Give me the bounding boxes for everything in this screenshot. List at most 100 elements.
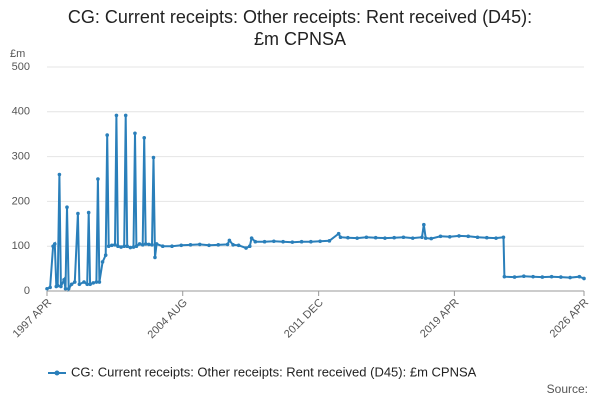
point: [559, 275, 563, 279]
point: [582, 276, 586, 281]
point: [110, 243, 114, 248]
point: [253, 239, 258, 244]
point: [62, 278, 66, 282]
point: [338, 235, 343, 240]
point: [457, 234, 461, 238]
point: [105, 133, 109, 137]
point: [100, 260, 105, 264]
point: [484, 235, 489, 240]
point: [318, 239, 322, 244]
point: [475, 235, 480, 240]
point: [244, 246, 248, 250]
point: [512, 275, 517, 279]
point: [66, 286, 71, 291]
point: [94, 280, 99, 284]
point: [262, 239, 267, 244]
point: [327, 239, 332, 243]
point: [114, 113, 119, 118]
point: [113, 243, 117, 247]
point: [197, 242, 202, 247]
point: [48, 285, 52, 290]
x-tick-label: 2019 APR: [418, 297, 462, 341]
point: [85, 282, 89, 287]
point: [131, 245, 136, 249]
point: [55, 283, 60, 288]
point: [447, 234, 452, 239]
point: [501, 235, 506, 240]
y-tick-label: 500: [12, 61, 30, 73]
point: [153, 255, 157, 260]
y-tick-label: 200: [12, 195, 30, 207]
point: [150, 243, 154, 247]
point: [577, 274, 582, 279]
point: [125, 244, 129, 248]
point: [77, 282, 82, 287]
point: [188, 243, 193, 247]
point: [522, 274, 526, 279]
point: [122, 244, 127, 248]
point: [249, 236, 254, 240]
point: [216, 243, 221, 247]
point: [116, 244, 120, 248]
point: [392, 235, 396, 240]
y-tick-label: 300: [12, 151, 30, 163]
point: [309, 239, 313, 244]
point: [143, 242, 148, 246]
point: [494, 236, 498, 240]
point: [119, 245, 123, 249]
point: [225, 242, 230, 247]
legend-label: CG: Current receipts: Other receipts: Re…: [71, 364, 477, 379]
x-tick-label: 2026 APR: [548, 297, 592, 341]
point: [82, 280, 86, 284]
point: [140, 243, 145, 247]
point: [65, 205, 69, 210]
point: [86, 210, 91, 215]
point: [373, 235, 378, 240]
source-label: Source:: [547, 382, 588, 396]
point: [247, 244, 252, 248]
point: [364, 235, 369, 240]
series-line: [46, 115, 585, 293]
point: [568, 275, 572, 280]
point: [142, 135, 147, 140]
point: [160, 244, 165, 248]
point: [227, 238, 232, 243]
point: [540, 275, 545, 279]
point: [76, 211, 80, 216]
y-axis-label: £m: [10, 48, 25, 60]
point: [96, 177, 100, 181]
point: [401, 235, 406, 240]
x-tick-label: 1997 APR: [11, 297, 55, 341]
point: [137, 242, 142, 246]
point: [502, 274, 507, 279]
point: [336, 231, 341, 236]
point: [290, 240, 295, 244]
point: [355, 236, 359, 240]
point: [170, 244, 174, 248]
point: [147, 242, 151, 247]
y-tick-label: 0: [24, 285, 30, 297]
point: [281, 239, 285, 244]
point: [531, 274, 535, 279]
point: [207, 243, 211, 248]
point: [549, 274, 554, 279]
point: [410, 236, 415, 240]
point: [134, 244, 139, 248]
point: [383, 236, 387, 240]
point: [272, 239, 276, 244]
point: [69, 282, 74, 287]
point: [420, 235, 424, 240]
point: [422, 222, 426, 227]
point: [103, 253, 108, 257]
point: [88, 282, 92, 287]
point: [231, 243, 235, 247]
point: [438, 234, 443, 239]
point: [154, 242, 159, 246]
point: [106, 244, 111, 248]
chart-title: CG: Current receipts: Other receipts: Re…: [67, 7, 533, 49]
y-tick-label: 400: [12, 106, 30, 118]
point: [45, 286, 49, 291]
point: [128, 245, 133, 250]
